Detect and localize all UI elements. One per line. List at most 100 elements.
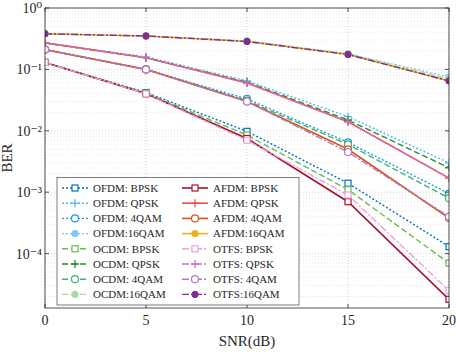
tick	[146, 8, 147, 12]
data-point	[143, 90, 149, 96]
data-point	[344, 118, 352, 126]
tick-label: 10⁻¹	[16, 62, 42, 77]
data-point	[345, 51, 351, 57]
data-point	[244, 97, 251, 104]
data-point	[143, 33, 149, 39]
legend-label: AFDM: QPSK	[213, 197, 279, 209]
tick-label: 20	[442, 313, 456, 328]
series-line	[45, 62, 449, 299]
data-point	[143, 33, 149, 39]
legend-marker	[192, 276, 199, 283]
legend-box	[57, 177, 299, 305]
data-point	[45, 59, 48, 65]
data-point	[446, 78, 449, 84]
data-point	[244, 38, 250, 44]
data-point	[446, 288, 449, 294]
legend-marker	[191, 199, 199, 207]
data-point	[142, 54, 150, 62]
legend-label: OTFS:16QAM	[213, 288, 280, 300]
data-point	[345, 51, 351, 57]
legend-marker	[71, 199, 79, 207]
data-point	[244, 98, 251, 105]
series-line	[45, 34, 449, 81]
series-line	[45, 34, 449, 81]
data-point	[143, 33, 149, 39]
data-point	[446, 260, 449, 266]
tick-label: 10⁻³	[16, 185, 42, 200]
tick	[45, 192, 49, 193]
legend-marker	[192, 291, 198, 297]
frame	[45, 8, 449, 308]
series-line	[45, 50, 449, 194]
tick	[45, 304, 46, 308]
data-point	[244, 38, 250, 44]
data-point	[143, 91, 149, 97]
data-point	[45, 31, 48, 37]
series-line	[45, 34, 449, 79]
tick	[45, 8, 49, 9]
minor-grid-line	[45, 93, 449, 94]
data-point	[45, 59, 48, 65]
series-line	[45, 43, 449, 178]
data-point	[445, 174, 449, 182]
legend-marker	[192, 230, 198, 236]
data-point	[446, 195, 450, 202]
legend-label: AFDM: 4QAM	[213, 212, 282, 224]
data-point	[344, 118, 352, 126]
legend-marker	[72, 246, 78, 252]
tick	[449, 8, 450, 12]
legend-label: OFDM: BPSK	[93, 182, 158, 194]
data-point	[446, 296, 449, 302]
legend-label: OFDM: 4QAM	[93, 212, 162, 224]
grid-line	[45, 69, 449, 70]
data-point	[445, 164, 449, 172]
data-point	[244, 38, 250, 44]
data-point	[345, 149, 352, 156]
legend-label: OCDM: BPSK	[93, 243, 159, 255]
data-point	[45, 31, 48, 37]
data-point	[345, 51, 351, 57]
tick	[445, 8, 449, 9]
tick	[348, 304, 349, 308]
series-line	[45, 34, 449, 77]
legend-marker	[191, 260, 199, 268]
data-point	[446, 78, 449, 84]
legend-label: AFDM: BPSK	[213, 182, 278, 194]
data-point	[244, 137, 250, 143]
tick-label: 10⁻⁴	[16, 247, 42, 262]
tick	[247, 8, 248, 12]
data-point	[345, 199, 351, 205]
data-point	[445, 174, 449, 182]
legend-marker	[192, 215, 199, 222]
data-point	[244, 38, 250, 44]
data-point	[45, 46, 49, 53]
data-point	[142, 54, 150, 62]
legend-label: OFDM: QPSK	[93, 197, 159, 209]
data-point	[446, 244, 449, 250]
legend-marker	[192, 185, 198, 191]
data-point	[345, 51, 351, 57]
tick-label: 10⁰	[22, 1, 42, 16]
legend-marker	[72, 276, 79, 283]
tick	[45, 8, 46, 12]
data-point	[143, 33, 149, 39]
legend-marker	[72, 185, 78, 191]
chart: 0510152010⁻⁴10⁻³10⁻²10⁻¹10⁰SNR(dB)BEROFD…	[0, 0, 456, 356]
data-point	[244, 98, 251, 105]
data-point	[345, 192, 351, 198]
data-point	[45, 59, 48, 65]
axes: 0510152010⁻⁴10⁻³10⁻²10⁻¹10⁰	[16, 1, 456, 328]
tick	[445, 192, 449, 193]
data-point	[143, 91, 149, 97]
tick	[445, 253, 449, 254]
series-line	[45, 50, 449, 217]
plot-area	[45, 8, 449, 308]
grid	[45, 8, 449, 308]
legend-marker	[72, 215, 79, 222]
legend-marker	[72, 230, 78, 236]
data-point	[345, 180, 351, 186]
legend-marker	[71, 260, 79, 268]
data	[45, 31, 449, 303]
tick	[45, 130, 49, 131]
data-point	[45, 46, 49, 53]
